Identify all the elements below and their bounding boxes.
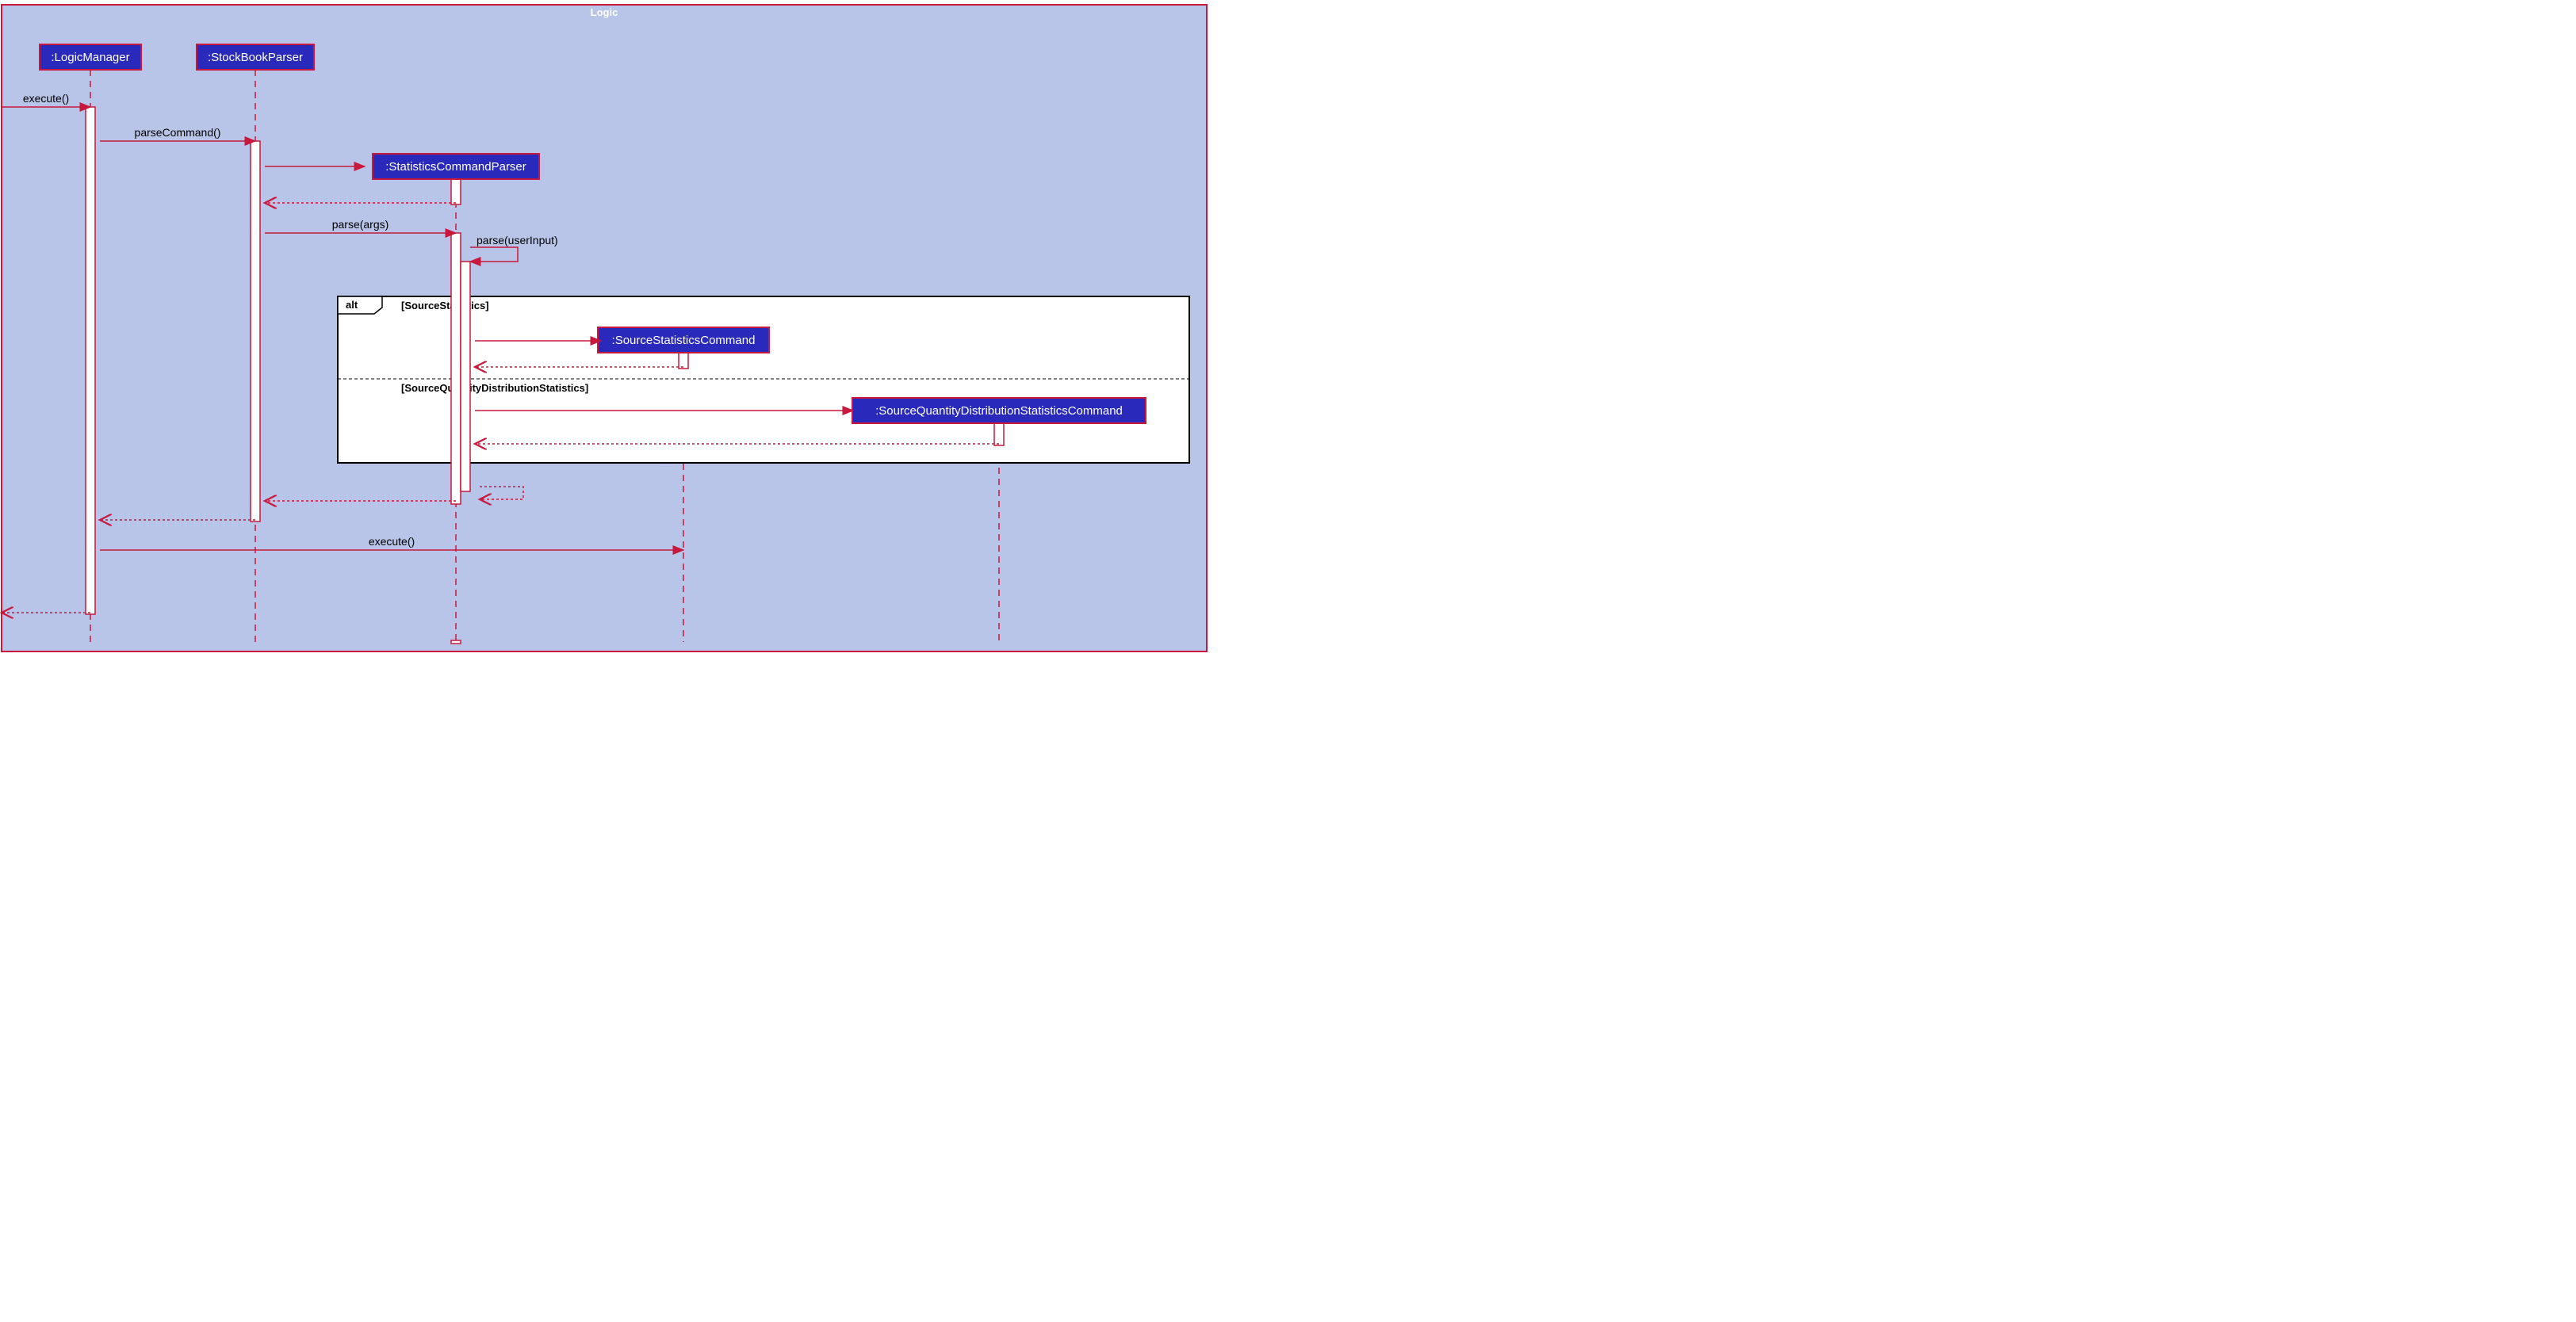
alt-guard-1: [SourceQuantityDistributionStatistics] bbox=[401, 382, 588, 394]
participant-label-scp: :StatisticsCommandParser bbox=[385, 160, 526, 174]
msg-label-execute-in: execute() bbox=[23, 92, 69, 105]
sequence-diagram: Logic alt [SourceStatistics] [SourceQuanti… bbox=[0, 0, 1208, 653]
participant-label-ssc: :SourceStatisticsCommand bbox=[612, 334, 756, 347]
participant-label-lm: :LogicManager bbox=[51, 51, 129, 64]
participant-label-sqdsc: :SourceQuantityDistributionStatisticsCom… bbox=[875, 404, 1123, 418]
activation-lm bbox=[86, 107, 95, 614]
msg-label-self-parse: parse(userInput) bbox=[477, 234, 558, 246]
msg-label-parse-args: parse(args) bbox=[332, 218, 389, 231]
frame-title: Logic bbox=[591, 6, 618, 18]
participant-label-sbp: :StockBookParser bbox=[208, 51, 303, 64]
activation-scp bbox=[451, 179, 461, 204]
activation-sqdsc bbox=[994, 423, 1004, 445]
alt-tab bbox=[338, 296, 382, 314]
alt-label: alt bbox=[346, 299, 358, 311]
activation-scp-self bbox=[461, 262, 470, 491]
msg-label-parseCommand: parseCommand() bbox=[135, 126, 221, 139]
msg-label-execute2: execute() bbox=[369, 535, 415, 548]
activation-ssc bbox=[679, 353, 688, 369]
activation-scp-parse bbox=[451, 233, 461, 504]
alt-guard-0: [SourceStatistics] bbox=[401, 300, 489, 311]
activation-sbp bbox=[251, 141, 260, 522]
